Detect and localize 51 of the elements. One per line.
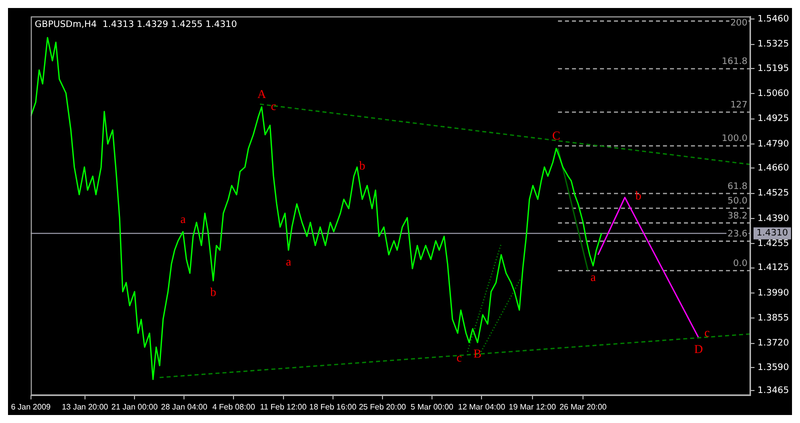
y-tick-label: 1.4660 — [758, 164, 790, 174]
y-tick-label: 1.3855 — [758, 313, 790, 324]
annotation: B — [474, 346, 482, 361]
annotation: b — [210, 284, 216, 299]
x-tick-label: 5 Mar 00:00 — [410, 402, 454, 412]
y-tick-label: 1.3990 — [758, 288, 790, 298]
x-tick-label: 11 Feb 12:00 — [260, 402, 308, 412]
y-tick-label: 1.5195 — [758, 64, 790, 74]
x-tick-label: 19 Mar 12:00 — [508, 402, 556, 412]
y-tick-label: 1.4925 — [758, 114, 790, 124]
y-tick-label: 1.4125 — [758, 263, 790, 274]
annotation: 38.2 — [727, 211, 748, 222]
x-tick-label: 25 Feb 20:00 — [358, 402, 407, 412]
y-tick-label: 1.4255 — [758, 238, 790, 249]
annotation: 50.0 — [727, 196, 748, 207]
y-tick-label: 1.5460 — [758, 14, 790, 25]
annotation: 200 — [730, 18, 748, 29]
annotation: a — [590, 270, 596, 284]
annotation: 0.0 — [733, 258, 748, 269]
annotation: 23.6 — [727, 230, 748, 240]
y-tick-label: 1.5325 — [758, 40, 790, 50]
x-tick-label: 6 Jan 2009 — [11, 402, 52, 412]
y-tick-label: 1.3590 — [758, 362, 790, 373]
x-tick-label: 13 Jan 20:00 — [62, 402, 109, 412]
x-tick-label: 21 Jan 00:00 — [111, 402, 158, 412]
y-tick-label: 1.4390 — [758, 214, 790, 224]
x-tick-label: 18 Feb 16:00 — [309, 402, 357, 412]
y-tick-label: 1.3720 — [758, 338, 790, 349]
x-tick-label: 12 Mar 04:00 — [458, 402, 506, 412]
annotation: C — [552, 128, 560, 143]
annotation: a — [286, 254, 292, 268]
annotation: 100.0 — [722, 134, 748, 144]
annotation: c — [704, 325, 710, 340]
y-tick-label: 1.4790 — [758, 139, 790, 150]
annotation: A — [257, 87, 266, 102]
chart-title: GBPUSDm,H4 1.4313 1.4329 1.4255 1.4310 — [34, 20, 238, 30]
x-tick-label: 26 Mar 20:00 — [559, 402, 608, 412]
x-tick-label: 4 Feb 08:00 — [212, 402, 256, 412]
x-tick-label: 28 Jan 04:00 — [161, 402, 208, 412]
annotation: c — [270, 99, 276, 114]
annotation: D — [694, 342, 704, 356]
annotation: 127 — [730, 100, 748, 110]
annotation: c — [456, 350, 462, 364]
annotation: a — [180, 212, 186, 226]
ref-line-label: 1.4310 — [756, 228, 788, 239]
annotation: 161.8 — [722, 57, 748, 68]
y-tick-label: 1.4525 — [758, 188, 790, 199]
annotation: 61.8 — [727, 182, 748, 192]
y-tick-label: 1.3465 — [758, 386, 790, 396]
annotation: b — [359, 158, 366, 172]
y-tick-label: 1.5060 — [758, 89, 790, 100]
